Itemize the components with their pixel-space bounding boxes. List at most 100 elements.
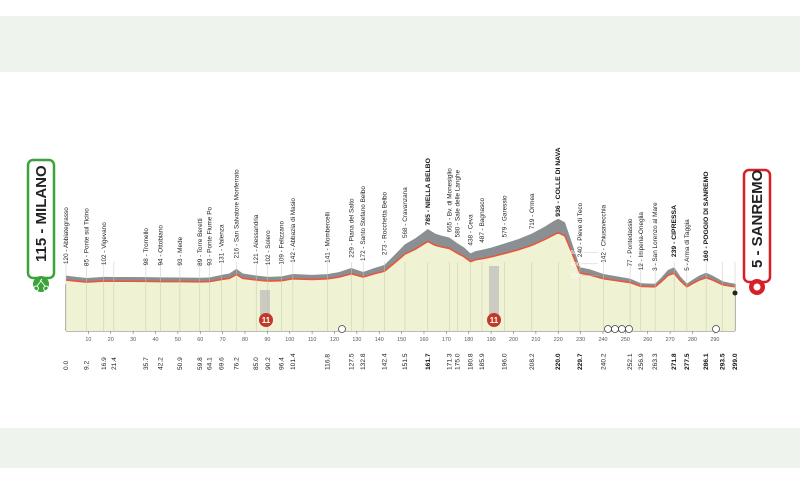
waypoint-label: 120 - Abbiategrasso bbox=[63, 207, 70, 264]
km-tick-label: 200 bbox=[509, 337, 518, 343]
km-tick-label: 180 bbox=[464, 337, 473, 343]
waypoint-km: 35.7 bbox=[143, 357, 150, 370]
waypoint-km: 293.5 bbox=[720, 353, 727, 370]
waypoint-label: 579 - Garessio bbox=[502, 195, 509, 237]
valley-fill bbox=[66, 232, 735, 331]
km-tick-label: 170 bbox=[442, 337, 451, 343]
waypoint-label: 121 - Alessandria bbox=[253, 214, 260, 264]
km-tick-label: 150 bbox=[397, 337, 406, 343]
waypoint-km: 161.7 bbox=[425, 353, 432, 370]
waypoint-label: 141 - Mombercelli bbox=[324, 212, 331, 263]
waypoint-label: 438 - Ceva bbox=[468, 214, 475, 246]
km-tick-label: 290 bbox=[710, 337, 719, 343]
waypoint-label: 229 - Piana del Salto bbox=[348, 198, 355, 258]
waypoint-km: 101.4 bbox=[290, 353, 297, 370]
km-tick-label: 50 bbox=[175, 337, 181, 343]
waypoint-km: 252.1 bbox=[627, 353, 634, 370]
waypoint-label: 142 - Chiusavecchia bbox=[600, 204, 607, 262]
km-tick-label: 70 bbox=[220, 337, 226, 343]
waypoint-label: 102 - Vigevano bbox=[101, 222, 108, 265]
km-tick-label: 10 bbox=[85, 337, 91, 343]
waypoint-km: 286.1 bbox=[703, 353, 710, 370]
km-tick-label: 210 bbox=[531, 337, 540, 343]
waypoint-km: 208.2 bbox=[529, 353, 536, 370]
waypoint-label: 785 - NIELLA BELBO bbox=[425, 158, 432, 225]
km-tick-label: 90 bbox=[264, 337, 270, 343]
waypoint-label: 3 - San Lorenzo al Mare bbox=[652, 202, 659, 271]
waypoint-km: 240.2 bbox=[600, 353, 607, 370]
waypoint-km: 132.8 bbox=[360, 353, 367, 370]
km-tick-label: 140 bbox=[375, 337, 384, 343]
altitude-label: 200 bbox=[570, 273, 580, 279]
cycling-icon bbox=[33, 276, 49, 292]
waypoint-label: 239 - CIPRESSA bbox=[671, 205, 678, 257]
sprint-markers bbox=[338, 325, 720, 333]
waypoint-km: 185.9 bbox=[479, 353, 486, 370]
profile-layer bbox=[65, 218, 736, 331]
km-tick-label: 60 bbox=[197, 337, 203, 343]
waypoint-km: 263.3 bbox=[652, 353, 659, 370]
finish-marker: 5 - SANREMO bbox=[742, 168, 772, 295]
waypoint-label: 131 - Valenza bbox=[219, 224, 226, 263]
km-tick-label: 40 bbox=[152, 337, 158, 343]
top-band bbox=[0, 16, 800, 72]
km-tick-label: 220 bbox=[554, 337, 563, 343]
waypoint-label: 93 - Ponte Fiume Po bbox=[206, 207, 213, 266]
terrain-band bbox=[66, 218, 735, 287]
altitude-label: 400 bbox=[570, 262, 580, 268]
waypoint-label: 665 - Bv. di Monesiglio bbox=[446, 168, 453, 233]
waypoint-km: 175.0 bbox=[455, 353, 462, 370]
waypoint-km: 0.0 bbox=[63, 361, 70, 370]
km-tick-label: 250 bbox=[621, 337, 630, 343]
waypoint-km: 21.4 bbox=[111, 357, 118, 370]
km-tick-label: 20 bbox=[108, 337, 114, 343]
waypoint-label: 580 - Sale delle Langhe bbox=[455, 169, 462, 237]
waypoint-label: 719 - Ormea bbox=[529, 193, 536, 229]
waypoint-km: 277.5 bbox=[684, 353, 691, 370]
waypoint-label: 109 - Felizzano bbox=[279, 221, 286, 265]
waypoint-km: 271.8 bbox=[671, 353, 678, 370]
waypoint-label: 5 - Arma di Taggia bbox=[684, 219, 691, 271]
finish-point bbox=[732, 290, 738, 296]
waypoint-km: 171.3 bbox=[446, 353, 453, 370]
waypoint-km: 9.2 bbox=[84, 361, 91, 370]
km-tick-label: 270 bbox=[666, 337, 675, 343]
km-tick-label: 280 bbox=[688, 337, 697, 343]
waypoint-label: 12 - Imperia-Oneglia bbox=[638, 212, 645, 271]
waypoint-label: 98 - Tromello bbox=[143, 228, 150, 266]
waypoint-label: 273 - Rocchetta Belbo bbox=[382, 191, 389, 255]
waypoint-label: 160 - POGGIO DI SANREMO bbox=[703, 171, 710, 261]
waypoint-km: 256.9 bbox=[638, 353, 645, 370]
waypoint-km: 142.4 bbox=[382, 353, 389, 370]
km-ticks: 10 20 30 40 50 60 70 80 90 100 110 120 130 140 150 160 1… bbox=[85, 331, 719, 343]
waypoint-km: 85.0 bbox=[253, 357, 260, 370]
waypoint-label: 89 - Torre Beretti bbox=[197, 218, 204, 265]
waypoint-label: 172 - Santo Stefano Belbo bbox=[360, 186, 367, 261]
waypoint-km: 42.2 bbox=[157, 357, 164, 370]
waypoint-km: 196.0 bbox=[502, 353, 509, 370]
altitude-labels: 600 400 200 bbox=[570, 250, 598, 279]
waypoint-km: 76.2 bbox=[233, 357, 240, 370]
waypoint-km: 151.5 bbox=[402, 353, 409, 370]
waypoint-labels: 120 - Abbiategrasso 85 - Ponte sul Ticino… bbox=[63, 147, 710, 270]
km-tick-label: 240 bbox=[598, 337, 607, 343]
svg-text:11: 11 bbox=[262, 316, 271, 325]
km-tick-label: 110 bbox=[308, 337, 317, 343]
km-tick-label: 100 bbox=[285, 337, 294, 343]
waypoint-km: 96.4 bbox=[279, 357, 286, 370]
bike-glyph bbox=[33, 278, 49, 292]
feed-zone-marker: 11 bbox=[259, 290, 273, 327]
km-tick-label: 230 bbox=[576, 337, 585, 343]
waypoint-label: 102 - Solero bbox=[265, 230, 272, 265]
waypoint-label: 240 - Pieve di Teco bbox=[577, 202, 584, 257]
km-tick-label: 160 bbox=[419, 337, 428, 343]
waypoint-km: 220.0 bbox=[555, 353, 562, 370]
km-tick-label: 130 bbox=[352, 337, 361, 343]
waypoint-label: 94 - Ottobiano bbox=[157, 225, 164, 266]
waypoint-km: 127.5 bbox=[348, 353, 355, 370]
waypoint-km: 299.0 bbox=[732, 353, 739, 370]
waypoint-label: 77 - Pontedassio bbox=[627, 218, 634, 266]
waypoint-km: 64.1 bbox=[206, 357, 213, 370]
waypoint-label: 216 - San Salvatore Monferrato bbox=[233, 169, 240, 259]
waypoint-km: 90.2 bbox=[265, 357, 272, 370]
